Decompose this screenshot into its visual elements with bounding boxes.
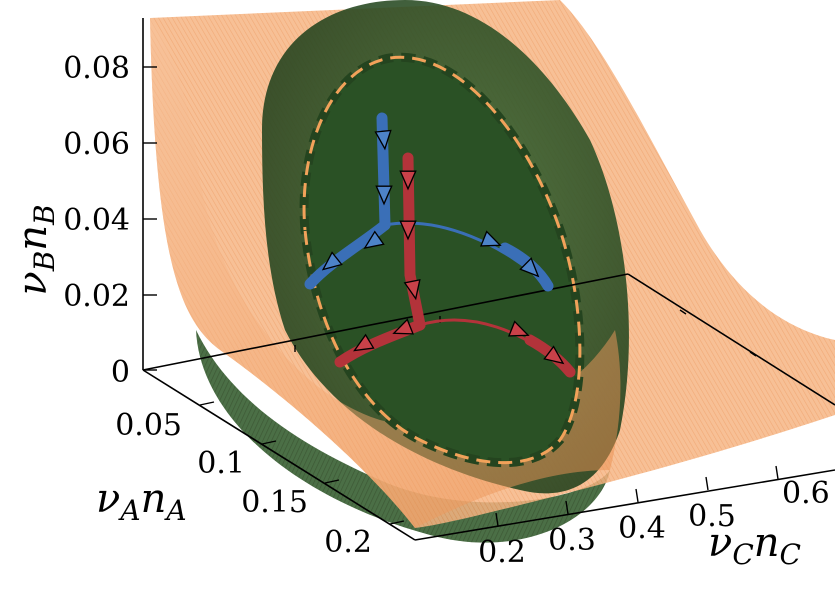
z-tick-label: 0.06 bbox=[63, 127, 130, 162]
x-axis-ticks: 0.05 0.1 0.15 0.2 bbox=[115, 408, 372, 560]
y-axis-ticks: 0.2 0.3 0.4 0.5 0.6 bbox=[478, 476, 830, 570]
x-tick-label: 0.1 bbox=[197, 446, 245, 481]
x-tick-label: 0.15 bbox=[241, 485, 308, 520]
trajectory-red bbox=[334, 152, 576, 378]
z-tick-label: 0.08 bbox=[63, 51, 130, 86]
x-axis-label: νAnA bbox=[96, 476, 187, 527]
trajectory-red-stem bbox=[402, 152, 426, 331]
x-tick-label: 0.05 bbox=[115, 408, 182, 443]
y-tick-label: 0.4 bbox=[618, 511, 666, 546]
y-tick-label: 0.2 bbox=[478, 535, 526, 570]
z-tick-label: 0.04 bbox=[63, 203, 130, 238]
y-tick-label: 0.6 bbox=[782, 476, 830, 511]
y-tick-label: 0.3 bbox=[548, 523, 596, 558]
boundary-curve-inner bbox=[302, 55, 582, 465]
y-axis-label: νCnC bbox=[708, 520, 801, 571]
tick-marks bbox=[143, 66, 779, 527]
trajectory-blue-stem bbox=[376, 112, 391, 231]
orange-wrap-surface bbox=[150, 18, 621, 528]
z-axis-label: νBnB bbox=[10, 204, 61, 295]
y-tick-label: 0.5 bbox=[688, 499, 736, 534]
x-tick-label: 0.2 bbox=[324, 525, 372, 560]
z-tick-label: 0.02 bbox=[63, 279, 130, 314]
z-tick-label: 0 bbox=[111, 355, 130, 390]
z-axis-ticks: 0.08 0.06 0.04 0.02 0 bbox=[63, 51, 130, 390]
